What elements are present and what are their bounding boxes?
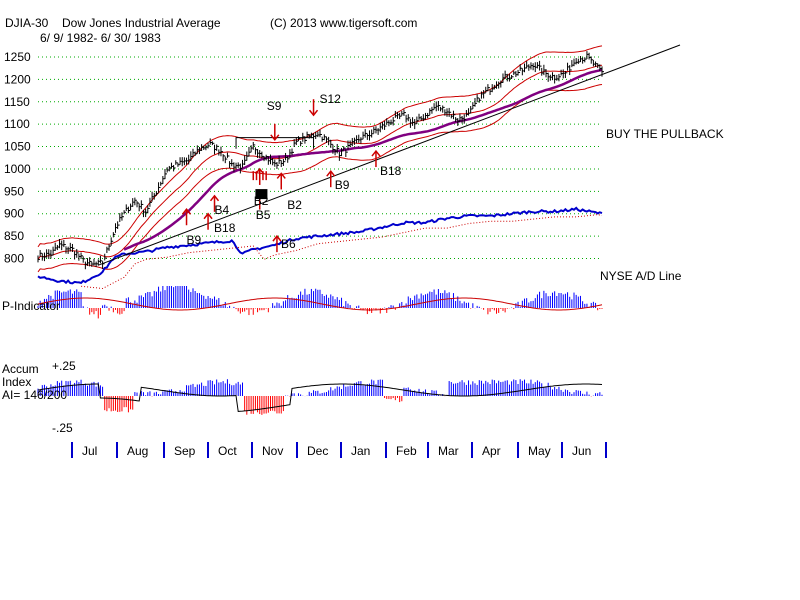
signal-label: B5 [256, 208, 271, 222]
month-label: Sep [174, 444, 196, 458]
month-label: Aug [127, 444, 148, 458]
month-label: Feb [396, 444, 417, 458]
chart-title: Dow Jones Industrial Average [62, 16, 221, 30]
trendline [98, 44, 681, 266]
price-tick-label: 850 [4, 229, 24, 243]
ma50-line [123, 68, 603, 251]
upper-band [37, 45, 603, 248]
price-bars [37, 51, 604, 270]
buy-arrow-head [371, 149, 381, 157]
minus-25-label: -.25 [52, 421, 73, 435]
signal-label: B18 [214, 221, 236, 235]
index-label: Index [2, 375, 31, 389]
buy-arrow-head [181, 208, 192, 215]
accum-label: Accum [2, 362, 39, 376]
month-axis: Jul Aug Sep Oct Nov Dec Jan Feb Mar Apr May Jun [71, 442, 607, 458]
price-grid: 1250 1200 1150 1100 1050 1000 950 900 850 800 [4, 50, 602, 266]
signal-label: B18 [380, 164, 402, 178]
series-lines [37, 206, 603, 290]
month-label: Dec [307, 444, 328, 458]
month-label: Jun [572, 444, 591, 458]
price-tick-label: 1050 [4, 140, 31, 154]
date-range: 6/ 9/ 1982- 6/ 30/ 1983 [40, 31, 161, 45]
uptrend-line [98, 44, 681, 266]
symbol-label: DJIA-30 [5, 16, 49, 30]
price-tick-label: 1200 [4, 72, 31, 86]
month-label: Mar [438, 444, 459, 458]
signal-label: B9 [187, 233, 202, 247]
copyright: (C) 2013 www.tigersoft.com [270, 16, 417, 30]
p-indicator-panel [37, 286, 603, 319]
signal-label: B6 [281, 237, 296, 251]
month-label: Jul [82, 444, 97, 458]
month-label: Oct [218, 444, 237, 458]
ma21-line [37, 64, 603, 260]
month-label: Apr [482, 444, 501, 458]
p-indicator-ma [37, 297, 603, 311]
signal-label: B9 [335, 178, 350, 192]
buy-arrow-head [209, 194, 220, 202]
nyse-ad-line-label: NYSE A/D Line [600, 269, 682, 283]
nyse-ad-line [37, 206, 603, 285]
plus-25-label: +.25 [52, 359, 76, 373]
price-tick-label: 950 [4, 184, 24, 198]
signal-label: B2 [287, 198, 302, 212]
buy-the-pullback-label: BUY THE PULLBACK [606, 127, 724, 141]
buy-arrow-head [203, 212, 213, 220]
sell-arrow-head [270, 134, 280, 142]
price-tick-label: 1250 [4, 50, 31, 64]
signal-stack-block [255, 189, 268, 200]
signal-label: S12 [320, 92, 342, 106]
ad-ma-line [81, 214, 603, 290]
accum-index-panel [37, 379, 603, 415]
price-tick-label: 900 [4, 207, 24, 221]
price-tick-label: 1000 [4, 162, 31, 176]
sell-arrow-head [308, 109, 319, 117]
month-label: Nov [262, 444, 283, 458]
accum-ma [37, 383, 603, 412]
buy-arrow-head [272, 234, 282, 242]
buy-arrow-head [276, 172, 286, 179]
signal-label: S9 [267, 99, 282, 113]
month-label: Jan [351, 444, 370, 458]
ai-label: AI= 146/200 [2, 388, 67, 402]
price-tick-label: 800 [4, 252, 24, 266]
price-tick-label: 1150 [4, 95, 30, 109]
price-tick-label: 1100 [4, 117, 30, 131]
month-label: May [528, 444, 551, 458]
buy-arrow-head [326, 169, 336, 177]
p-indicator-label: P-Indicator [2, 299, 60, 313]
signal-label: B4 [215, 203, 230, 217]
